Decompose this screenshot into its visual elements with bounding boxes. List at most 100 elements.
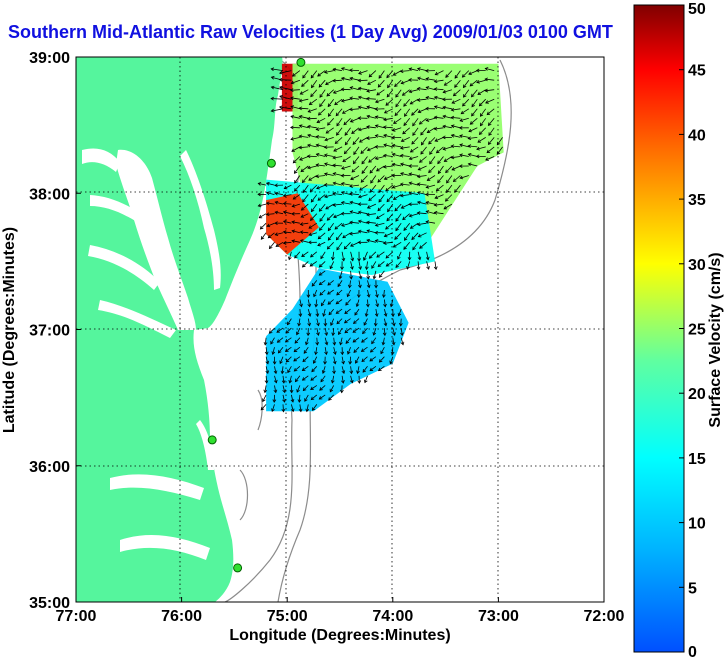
velocity-arrow <box>340 98 351 103</box>
velocity-arrow <box>290 79 301 85</box>
colorbar-ticks: 0 5 10 15 20 25 30 35 40 45 50 <box>679 1 706 659</box>
velocity-arrow <box>308 232 317 237</box>
velocity-arrow <box>361 156 368 165</box>
velocity-arrow <box>298 106 309 111</box>
velocity-arrow <box>478 127 486 135</box>
velocity-arrow <box>397 308 402 317</box>
velocity-arrow <box>258 213 267 219</box>
velocity-arrow <box>462 98 470 107</box>
velocity-arrow <box>366 270 371 280</box>
velocity-arrow <box>324 194 334 199</box>
velocity-arrow <box>369 356 377 362</box>
velocity-arrow <box>366 146 377 152</box>
velocity-arrow <box>307 165 317 170</box>
velocity-arrow <box>336 118 343 127</box>
velocity-arrow <box>374 134 385 138</box>
velocity-arrow <box>278 105 292 110</box>
velocity-arrow <box>385 184 394 192</box>
velocity-arrow <box>335 308 343 314</box>
x-tick-label: 73:00 <box>478 608 519 625</box>
velocity-arrow <box>433 261 438 271</box>
velocity-arrow <box>325 203 334 210</box>
velocity-arrow <box>419 241 427 249</box>
velocity-arrow <box>309 213 318 221</box>
velocity-arrow <box>381 337 386 346</box>
velocity-arrow <box>333 146 343 152</box>
velocity-arrow <box>392 327 396 336</box>
x-tick-label: 77:00 <box>56 608 97 625</box>
velocity-arrow <box>425 251 430 261</box>
velocity-arrow <box>416 222 427 227</box>
velocity-arrow <box>468 127 478 133</box>
velocity-arrow <box>356 289 361 298</box>
velocity-arrow <box>406 261 411 270</box>
velocity-arrow <box>293 165 301 174</box>
velocity-arrow <box>323 318 328 327</box>
velocity-arrow <box>425 220 436 224</box>
velocity-arrow <box>366 125 376 129</box>
velocity-arrow <box>402 213 410 221</box>
velocity-arrow <box>475 154 486 159</box>
velocity-arrow <box>291 211 300 216</box>
velocity-arrow <box>433 95 444 100</box>
velocity-arrow <box>327 98 335 108</box>
velocity-arrow <box>257 192 267 197</box>
velocity-arrow <box>307 124 317 129</box>
velocity-arrow <box>374 115 385 119</box>
velocity-arrow <box>443 79 453 86</box>
velocity-arrow <box>400 337 405 346</box>
velocity-arrow <box>357 240 368 245</box>
velocity-arrow <box>268 327 275 334</box>
velocity-arrow <box>476 79 486 84</box>
velocity-arrow <box>404 108 411 117</box>
velocity-arrow <box>374 280 378 289</box>
velocity-arrow <box>437 165 444 175</box>
velocity-arrow <box>469 79 478 87</box>
velocity-arrow <box>433 87 444 91</box>
colorbar-tick-label: 40 <box>688 127 706 144</box>
velocity-arrow <box>273 366 278 375</box>
velocity-arrow <box>274 232 284 236</box>
velocity-arrow <box>349 366 354 375</box>
velocity-arrow <box>429 156 436 165</box>
velocity-arrow <box>358 261 362 270</box>
velocity-arrow <box>378 270 385 278</box>
velocity-arrow <box>425 210 436 215</box>
velocity-arrow <box>335 232 343 241</box>
velocity-arrow <box>418 117 427 125</box>
velocity-arrow <box>282 385 286 394</box>
velocity-arrow <box>321 366 326 374</box>
velocity-arrow <box>310 251 318 258</box>
velocity-arrow <box>385 98 394 106</box>
velocity-arrow <box>488 127 495 136</box>
velocity-arrow <box>408 213 419 218</box>
velocity-arrow <box>417 108 427 114</box>
velocity-arrow <box>357 127 368 132</box>
radar-station-marker <box>207 435 217 445</box>
velocity-arrow <box>349 210 360 215</box>
velocity-arrow <box>263 385 268 394</box>
velocity-arrow <box>310 375 318 381</box>
velocity-arrow <box>341 366 346 375</box>
velocity-arrow <box>344 327 351 334</box>
velocity-arrow <box>360 146 368 154</box>
velocity-arrow <box>327 118 334 126</box>
velocity-arrow <box>349 220 360 225</box>
velocity-arrow <box>408 78 419 82</box>
velocity-arrow <box>395 222 402 232</box>
velocity-arrow <box>276 337 284 343</box>
velocity-arrow <box>307 108 317 113</box>
velocity-arrow <box>310 394 318 401</box>
velocity-arrow <box>428 165 436 174</box>
velocity-arrow <box>367 79 377 85</box>
velocity-arrow <box>476 146 486 151</box>
y-tick-label: 36:00 <box>29 459 70 476</box>
velocity-arrow <box>349 68 360 73</box>
velocity-arrow <box>383 133 393 138</box>
velocity-arrow <box>294 251 301 259</box>
velocity-arrow <box>341 356 345 365</box>
velocity-arrow <box>374 144 385 149</box>
velocity-arrow <box>351 127 360 134</box>
colorbar-tick-label: 5 <box>688 580 697 597</box>
velocity-arrow <box>393 117 402 124</box>
